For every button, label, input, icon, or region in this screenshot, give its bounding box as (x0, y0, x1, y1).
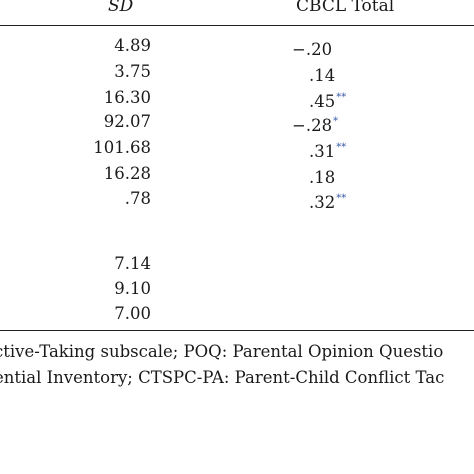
sd-cell: 3.75 (114, 62, 151, 81)
cbcl-cell: .32** (309, 193, 347, 212)
cbcl-cell: −.28* (292, 116, 339, 135)
significance-marker: * (333, 116, 339, 127)
sd-cell: 92.07 (103, 112, 151, 131)
table-row: 4.89 −.20 (0, 34, 474, 59)
cbcl-cell: .18 (309, 168, 336, 187)
cbcl-cell (292, 277, 293, 305)
cbcl-cell (292, 252, 293, 280)
table-row: 7.00 (0, 302, 474, 326)
table-top-rule (0, 25, 474, 26)
significance-marker: ** (336, 92, 347, 103)
footnote-line: ctive-Taking subscale; POQ: Parental Opi… (0, 342, 444, 361)
sd-cell: 9.10 (114, 279, 151, 298)
sd-cell: 7.14 (114, 254, 151, 273)
column-header-cbcl-total: CBCL Total (296, 0, 395, 16)
sd-cell: 101.68 (93, 138, 151, 157)
cbcl-cell: .31** (309, 142, 347, 161)
table-row: 3.75 .14 (0, 60, 474, 85)
table-bottom-rule (0, 330, 474, 331)
cbcl-cell (292, 220, 293, 248)
table-row: 92.07 −.28* (0, 110, 474, 135)
table-row: 16.30 .45** (0, 86, 474, 111)
table-row: .78 .32** (0, 187, 474, 212)
table-row: 16.28 .18 (0, 162, 474, 187)
column-header-sd: SD (108, 0, 134, 16)
cbcl-cell (292, 302, 293, 330)
table-row: 7.14 (0, 252, 474, 276)
significance-marker: ** (336, 142, 347, 153)
table-row: 9.10 (0, 277, 474, 301)
sd-cell: 16.30 (103, 88, 151, 107)
sd-cell: 4.89 (114, 36, 151, 55)
sd-cell: .78 (124, 189, 151, 208)
sd-cell: 16.28 (103, 164, 151, 183)
footnote-line: ential Inventory; CTSPC-PA: Parent-Child… (0, 368, 445, 387)
significance-marker: ** (336, 193, 347, 204)
cbcl-cell: −.20 (292, 40, 333, 59)
sd-cell: 7.00 (114, 304, 151, 323)
table-row (0, 220, 474, 244)
cbcl-cell: .14 (309, 66, 336, 85)
cbcl-cell: .45** (309, 92, 347, 111)
table-row: 101.68 .31** (0, 136, 474, 161)
